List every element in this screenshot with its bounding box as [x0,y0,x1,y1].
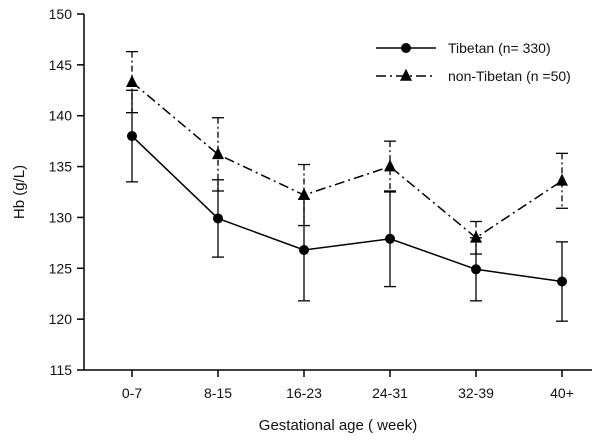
y-tick-label: 145 [49,57,73,73]
data-point [384,159,396,172]
data-point [298,187,310,200]
data-point [557,276,567,287]
x-tick-label: 24-31 [372,385,408,401]
data-point [127,131,137,142]
x-tick-label: 16-23 [286,385,322,401]
legend-label: non-Tibetan (n =50) [448,68,571,84]
axes [83,14,592,371]
x-tick-label: 32-39 [458,385,494,401]
x-tick-label: 8-15 [204,385,232,401]
x-ticks: 0-7 8-15 16-23 24-31 32-39 40+ [122,370,574,401]
series-line [131,135,563,283]
y-tick-label: 125 [49,260,73,276]
y-tick-label: 140 [49,108,73,124]
y-tick-label: 135 [49,159,73,175]
series-0 [126,89,568,322]
y-axis-title: Hb (g/L) [11,165,28,219]
y-tick-label: 115 [50,362,73,378]
y-tick-label: 150 [49,6,73,22]
data-point [212,147,224,160]
series-layer [126,50,568,322]
legend: Tibetan (n= 330) non-Tibetan (n =50) [376,40,571,84]
y-ticks: 115 120 125 130 135 140 145 150 [49,6,84,378]
y-tick-label: 120 [49,311,73,327]
x-tick-label: 0-7 [122,385,142,401]
data-point [126,74,138,87]
data-point [556,173,568,186]
data-point [471,264,481,275]
data-point [385,233,395,244]
series-line [131,81,563,239]
x-tick-label: 40+ [550,385,574,401]
data-point [470,230,482,243]
legend-label: Tibetan (n= 330) [448,40,551,56]
x-axis-title: Gestational age ( week) [259,417,417,434]
data-point [213,213,223,224]
data-point [299,244,309,255]
y-tick-label: 130 [49,209,73,225]
series-1 [126,50,568,255]
legend-marker [400,68,412,81]
legend-marker [401,43,411,53]
